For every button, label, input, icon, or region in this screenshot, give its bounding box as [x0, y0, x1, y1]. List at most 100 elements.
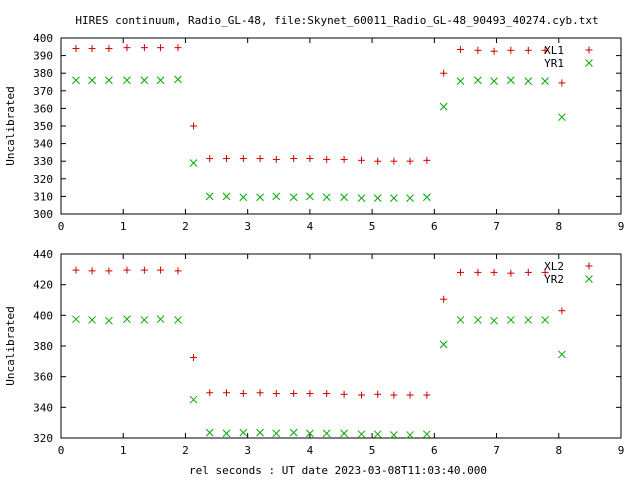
data-point — [239, 193, 248, 202]
data-point — [374, 390, 382, 398]
data-point — [323, 390, 331, 398]
data-point — [289, 428, 298, 437]
data-point — [358, 391, 366, 399]
y-tick-label: 350 — [33, 120, 53, 133]
data-point-d2 — [156, 76, 165, 85]
data-point-d2 — [256, 193, 264, 202]
data-point — [306, 155, 314, 163]
data-point-d2 — [524, 77, 533, 85]
data-point — [123, 266, 131, 274]
data-point — [140, 76, 149, 85]
data-point — [306, 390, 314, 398]
data-point — [524, 77, 533, 85]
data-point-d2 — [322, 429, 331, 438]
x-tick-label: 0 — [58, 220, 65, 233]
data-point-d2 — [390, 194, 398, 203]
legend-label: YR1 — [544, 57, 564, 70]
data-point-d2 — [189, 159, 198, 167]
data-point-d2 — [239, 428, 248, 437]
data-point — [474, 268, 482, 276]
data-point — [323, 155, 331, 163]
data-point — [524, 46, 532, 54]
data-point-d2 — [507, 76, 515, 85]
legend-marker — [585, 262, 593, 270]
data-point — [474, 316, 482, 324]
y-tick-label: 420 — [33, 279, 53, 292]
data-point — [390, 194, 398, 203]
data-point — [189, 395, 198, 404]
data-point — [156, 315, 165, 324]
data-point — [174, 316, 182, 324]
data-point — [190, 122, 198, 130]
data-point — [123, 76, 131, 85]
y-axis-label: Uncalibrated — [4, 86, 17, 165]
data-point — [256, 389, 264, 397]
y-tick-label: 320 — [33, 173, 53, 186]
data-point — [256, 193, 264, 202]
data-point-d2 — [406, 194, 414, 203]
data-point-d2 — [541, 316, 549, 324]
data-point — [541, 268, 549, 276]
data-point — [373, 430, 382, 439]
data-point — [72, 315, 80, 324]
legend-marker — [585, 59, 593, 67]
y-axis-label: Uncalibrated — [4, 306, 17, 385]
data-point — [474, 76, 482, 85]
y-tick-label: 370 — [33, 85, 53, 98]
y-tick-label: 390 — [33, 50, 53, 63]
data-point — [456, 316, 465, 324]
data-point-d2 — [423, 430, 431, 439]
series-yr2 — [72, 315, 566, 439]
legend-marker-d2 — [585, 59, 593, 67]
data-point — [157, 266, 165, 274]
data-point — [190, 354, 198, 361]
data-point — [223, 389, 231, 397]
data-point — [406, 194, 414, 203]
data-point — [507, 316, 515, 324]
x-tick-label: 5 — [369, 220, 376, 233]
data-point — [490, 316, 498, 325]
data-point — [558, 350, 566, 359]
data-point — [507, 76, 515, 85]
y-tick-label: 340 — [33, 138, 53, 151]
data-point-d2 — [272, 429, 281, 438]
data-point — [456, 77, 465, 85]
y-tick-label: 320 — [33, 432, 53, 445]
data-point-d2 — [105, 316, 113, 325]
data-point — [272, 192, 281, 201]
data-point — [289, 193, 298, 202]
data-point — [140, 266, 148, 274]
data-point — [157, 44, 165, 52]
data-point-d2 — [406, 431, 414, 439]
y-tick-label: 300 — [33, 208, 53, 221]
chart-title: HIRES continuum, Radio_GL-48, file:Skyne… — [75, 14, 598, 27]
data-point-d2 — [474, 76, 482, 85]
data-point — [340, 429, 348, 438]
y-tick-label: 310 — [33, 190, 53, 203]
legend-marker — [585, 275, 593, 283]
data-point-d2 — [72, 76, 80, 85]
data-point — [558, 113, 566, 122]
y-tick-label: 340 — [33, 401, 53, 414]
data-point — [322, 429, 331, 438]
data-point-d2 — [474, 316, 482, 324]
chart-panel-1: 0 1 2 3 4 5 6 7 8 9 300 310 320 330 340 350 360 370 380 390… — [4, 32, 624, 233]
data-point — [206, 389, 214, 397]
data-point — [440, 295, 448, 303]
x-tick-label: 3 — [244, 444, 251, 457]
data-point-d2 — [490, 316, 498, 325]
data-point-d2 — [306, 192, 314, 201]
data-point — [406, 391, 414, 399]
data-point-d2 — [123, 315, 131, 324]
data-point — [423, 156, 431, 164]
data-point-d2 — [456, 77, 465, 85]
data-point — [340, 155, 348, 163]
data-point-d2 — [423, 193, 431, 202]
data-point — [174, 267, 182, 275]
data-point — [524, 316, 533, 324]
data-point — [423, 430, 431, 439]
data-point-d2 — [490, 77, 498, 85]
data-point — [105, 267, 113, 275]
